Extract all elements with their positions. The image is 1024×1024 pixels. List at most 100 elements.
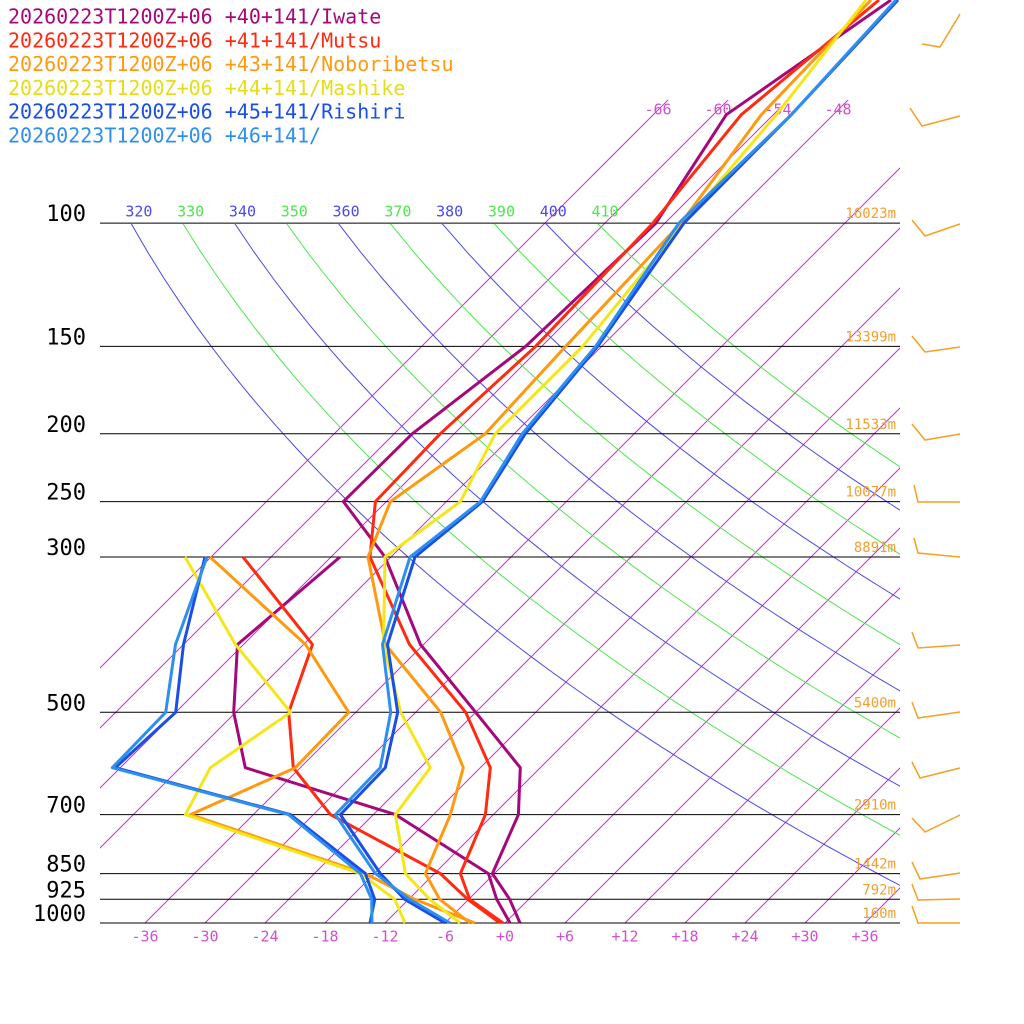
y-tick-label: 200 — [46, 413, 86, 438]
isotherm — [864, 887, 900, 923]
y-tick-label: 850 — [46, 853, 86, 878]
height-label: 16023m — [845, 206, 896, 222]
height-label: 160m — [862, 906, 896, 922]
isotherm — [684, 707, 900, 923]
height-label: 8891m — [854, 540, 896, 556]
adiabat-label: 400 — [540, 203, 567, 221]
isotherm — [100, 100, 669, 669]
wind-barb — [911, 814, 961, 833]
legend-entry: 20260223T1200Z+06 +40+141/Iwate — [8, 5, 381, 29]
isotherm — [624, 647, 900, 923]
x-tick-label: -6 — [436, 928, 454, 946]
adiabat-label: 350 — [281, 203, 308, 221]
legend-entry: 20260223T1200Z+06 +45+141/Rishiri — [8, 100, 405, 124]
isotherm — [204, 227, 900, 923]
y-tick-label: 150 — [46, 325, 86, 350]
adiabat-label: 390 — [488, 203, 515, 221]
dry-adiabat — [441, 224, 900, 600]
x-tick-label: -24 — [251, 928, 278, 946]
x-tick-label: +24 — [731, 928, 758, 946]
wind-barb — [913, 537, 961, 558]
dry-adiabat — [338, 224, 900, 692]
wind-barbs — [909, 13, 961, 924]
x-tick-label: -12 — [371, 928, 398, 946]
wind-barb — [911, 631, 961, 649]
x-tick-label: +0 — [496, 928, 514, 946]
adiabat-label: 360 — [333, 203, 360, 221]
isotherm — [804, 827, 900, 923]
isotherm — [504, 527, 900, 923]
y-tick-label: 250 — [46, 481, 86, 506]
wind-barb — [909, 107, 961, 127]
wind-barb — [911, 335, 961, 353]
wind-barb — [913, 484, 960, 503]
adiabat-label: 410 — [592, 203, 619, 221]
adiabats — [130, 224, 900, 886]
temperature-line — [382, 0, 868, 925]
adiabat-label: 380 — [436, 203, 463, 221]
x-tick-label: -30 — [191, 928, 218, 946]
isotherm — [324, 347, 900, 923]
wind-barb — [911, 423, 961, 441]
height-label: 11533m — [845, 417, 896, 433]
isotherm — [100, 100, 849, 849]
dry-adiabat — [545, 224, 900, 511]
height-label: 792m — [862, 882, 896, 898]
wind-barb — [911, 761, 961, 779]
isotherm-label: -54 — [764, 101, 791, 119]
height-label: 1442m — [854, 857, 896, 873]
isotherm — [564, 587, 900, 923]
temperature-line — [368, 0, 880, 925]
y-tick-label: 500 — [46, 691, 86, 716]
wind-barb — [911, 219, 961, 237]
y-tick-label: 700 — [46, 794, 86, 819]
x-tick-label: -36 — [131, 928, 158, 946]
height-label: 2910m — [854, 798, 896, 814]
legend-entry: 20260223T1200Z+06 +41+141/Mutsu — [8, 28, 381, 52]
y-tick-label: 300 — [46, 536, 86, 561]
dry-adiabat — [234, 224, 900, 787]
legend-entry: 20260223T1200Z+06 +44+141/Mashike — [8, 76, 405, 100]
dewpoint-line — [110, 556, 374, 924]
dry-adiabat — [493, 224, 900, 555]
y-tick-label: 925 — [46, 878, 86, 903]
height-label: 5400m — [854, 695, 896, 711]
legend-entry: 20260223T1200Z+06 +43+141/Noboribetsu — [8, 52, 454, 76]
temperature-line — [338, 0, 900, 925]
adiabat-label: 340 — [229, 203, 256, 221]
dewpoint-line — [241, 556, 501, 925]
dry-adiabat — [389, 224, 900, 646]
isotherm-label: -66 — [644, 101, 671, 119]
adiabat-label: 370 — [384, 203, 411, 221]
adiabat-label: 320 — [125, 203, 152, 221]
isotherm — [384, 407, 900, 923]
plot: -36 -30 -24 -18 -12 -6 +0 +6 +12 +18 +24 +30 +36 -66 -… — [8, 0, 900, 946]
isotherm — [264, 287, 900, 923]
temperature-line — [366, 0, 873, 925]
wind-barb — [911, 861, 961, 880]
wind-barb — [911, 883, 961, 901]
dewpoint-line — [232, 555, 512, 924]
wind-barb — [911, 905, 960, 924]
isotherm — [444, 467, 900, 923]
temperature-line — [333, 0, 898, 925]
height-label: 13399m — [845, 329, 896, 345]
y-tick-label: 100 — [46, 202, 86, 227]
x-tick-label: +12 — [611, 928, 638, 946]
dry-adiabat — [130, 224, 900, 886]
isotherm-label: -48 — [824, 101, 851, 119]
height-label: 10077m — [845, 485, 896, 501]
isotherm-label: -60 — [704, 101, 731, 119]
x-tick-label: +6 — [556, 928, 574, 946]
y-tick-label: 1000 — [33, 902, 86, 927]
adiabat-label: 330 — [177, 203, 204, 221]
x-tick-label: +18 — [671, 928, 698, 946]
isotherm — [144, 167, 900, 923]
x-tick-label: +36 — [851, 928, 878, 946]
legend-entry: 20260223T1200Z+06 +46+141/ — [8, 124, 321, 148]
dry-adiabat — [286, 224, 900, 739]
wind-barb — [921, 13, 961, 48]
x-tick-label: +30 — [791, 928, 818, 946]
